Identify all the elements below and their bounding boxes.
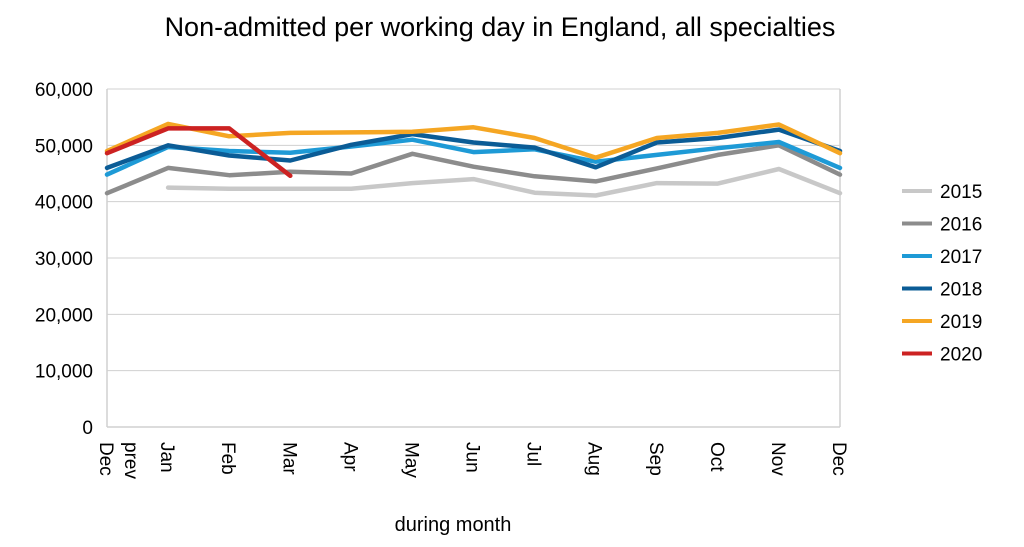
x-tick-label: Apr (339, 442, 360, 472)
x-tick-label: Sep (645, 442, 666, 476)
x-tick-label: Oct (706, 442, 727, 472)
x-tick-label: prev (120, 442, 141, 479)
series-line-2015 (165, 166, 843, 198)
series-line-2019 (104, 121, 843, 160)
series-line-2018 (104, 127, 843, 171)
x-tick-label: Mar (278, 442, 299, 475)
series-line-2020 (104, 126, 293, 179)
legend-label-2016: 2016 (940, 215, 982, 236)
y-tick-label: 10,000 (35, 362, 93, 383)
x-tick-label: Jun (462, 442, 483, 473)
legend-label-2020: 2020 (940, 345, 982, 366)
axes (106, 89, 841, 428)
y-tick-label: 60,000 (35, 80, 93, 101)
x-tick-label: Jan (156, 442, 177, 473)
x-axis-ticks: Dec prev Jan Feb Mar Apr May Jun Jul Aug Sep Oct Nov… (95, 442, 849, 479)
legend: 2015 2016 2017 2018 2019 2020 (902, 182, 982, 366)
y-tick-label: 20,000 (35, 305, 93, 326)
x-tick-label: May (400, 442, 421, 478)
x-tick-label: Feb (217, 442, 238, 475)
y-tick-label: 40,000 (35, 193, 93, 214)
legend-label-2018: 2018 (940, 280, 982, 301)
series-line-2017 (104, 137, 843, 177)
x-tick-label: Nov (767, 442, 788, 476)
x-tick-label: Aug (584, 442, 605, 476)
y-tick-label: 0 (82, 418, 93, 439)
y-tick-label: 50,000 (35, 136, 93, 157)
y-tick-label: 30,000 (35, 249, 93, 270)
chart-title: Non-admitted per working day in England,… (165, 12, 836, 42)
x-tick-label: Jul (523, 442, 544, 466)
series-lines (104, 121, 843, 198)
legend-label-2015: 2015 (940, 182, 982, 203)
x-tick-label: Dec (95, 442, 116, 476)
legend-label-2017: 2017 (940, 247, 982, 268)
x-axis-label: during month (395, 514, 512, 536)
series-line-2016 (104, 143, 843, 196)
y-axis-ticks: 0 10,000 20,000 30,000 40,000 50,000 60,000 (35, 80, 93, 439)
x-tick-label: Dec (828, 442, 849, 476)
gridlines (107, 88, 840, 372)
legend-label-2019: 2019 (940, 312, 982, 333)
